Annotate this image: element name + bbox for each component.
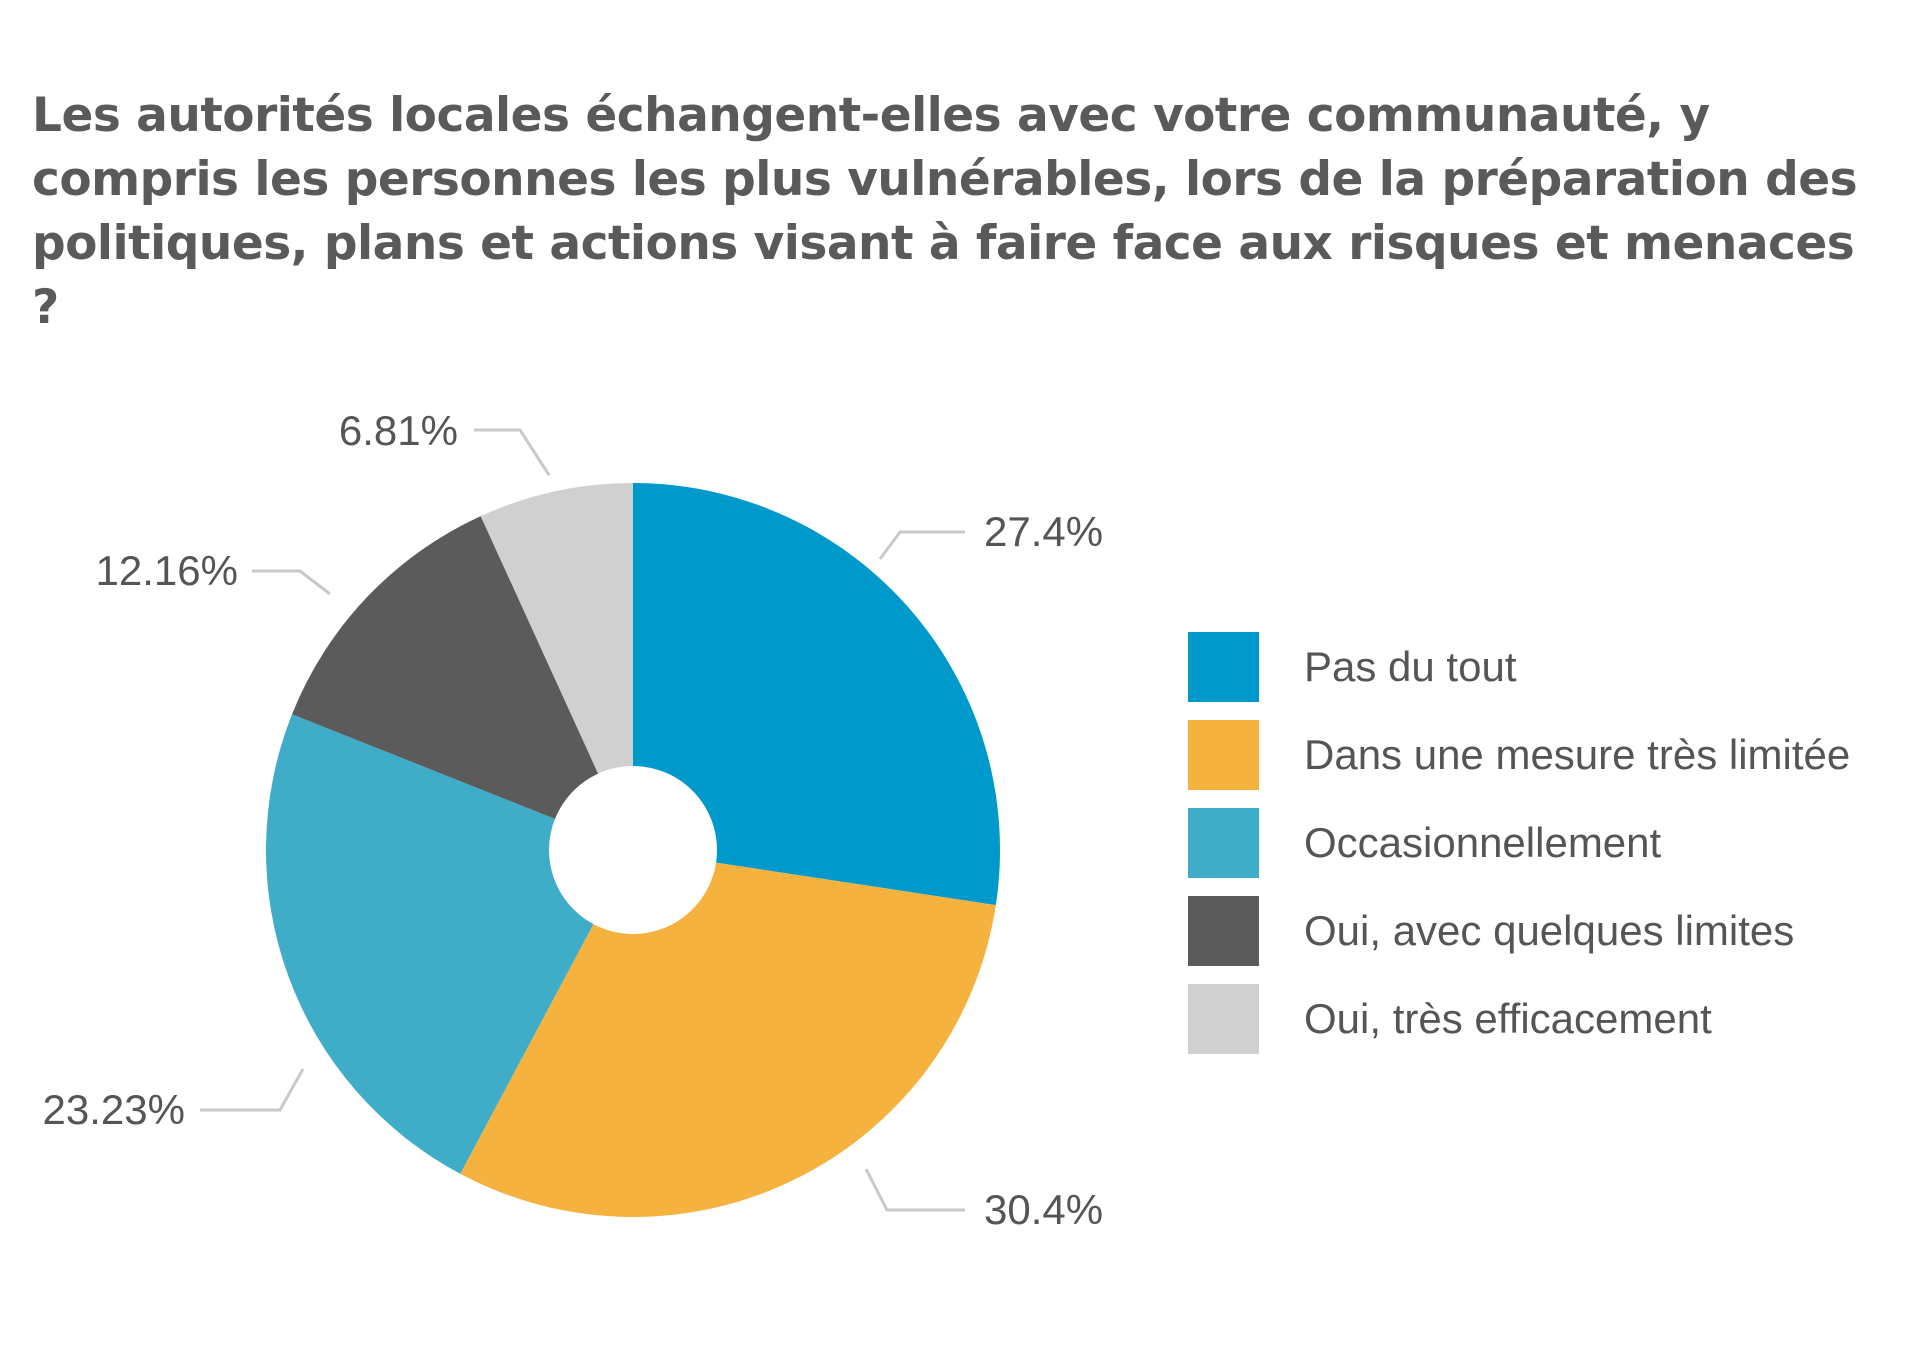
pie-slice-4 xyxy=(292,516,599,819)
slice-leader-lines xyxy=(200,428,965,1212)
legend-label: Pas du tout xyxy=(1304,643,1517,690)
slice-value-label-5: 6.81% xyxy=(339,407,458,454)
leader-line-4 xyxy=(252,569,331,596)
pie-slice-3 xyxy=(265,714,594,1174)
slice-value-label-1: 27.4% xyxy=(984,508,1103,555)
slice-value-label-2: 30.4% xyxy=(984,1186,1103,1233)
pie-slices xyxy=(265,483,1001,1218)
legend-swatch xyxy=(1188,632,1259,702)
leader-line-3 xyxy=(200,1068,305,1112)
legend-item-1: Pas du tout xyxy=(1188,632,1850,702)
legend-label: Occasionnellement xyxy=(1304,819,1662,866)
legend-label: Dans une mesure très limitée xyxy=(1304,731,1851,778)
slice-value-labels: 27.4% 30.4% 23.23% 12.16% 6.81% xyxy=(43,407,1104,1233)
leader-line-1 xyxy=(878,530,965,560)
legend-swatch xyxy=(1188,808,1259,878)
legend-item-2: Dans une mesure très limitée xyxy=(1188,720,1850,790)
pie-slice-1 xyxy=(633,483,1001,906)
legend-swatch xyxy=(1188,984,1259,1054)
legend-item-4: Oui, avec quelques limites xyxy=(1188,896,1850,966)
pie-slice-5 xyxy=(480,483,633,774)
leader-line-5 xyxy=(474,428,551,476)
slice-value-label-4: 12.16% xyxy=(96,547,238,594)
slice-value-label-3: 23.23% xyxy=(43,1086,185,1133)
leader-line-2 xyxy=(864,1168,965,1212)
pie-slice-2 xyxy=(460,862,996,1218)
legend-item-5: Oui, très efficacement xyxy=(1188,984,1850,1054)
legend-label: Oui, avec quelques limites xyxy=(1304,907,1795,954)
legend: Pas du tout Dans une mesure très limitée O… xyxy=(1188,632,1850,1072)
legend-item-3: Occasionnellement xyxy=(1188,808,1850,878)
legend-label: Oui, très efficacement xyxy=(1304,995,1712,1042)
legend-swatch xyxy=(1188,720,1259,790)
legend-swatch xyxy=(1188,896,1259,966)
chart-title: Les autorités locales échangent-elles av… xyxy=(32,88,1858,335)
